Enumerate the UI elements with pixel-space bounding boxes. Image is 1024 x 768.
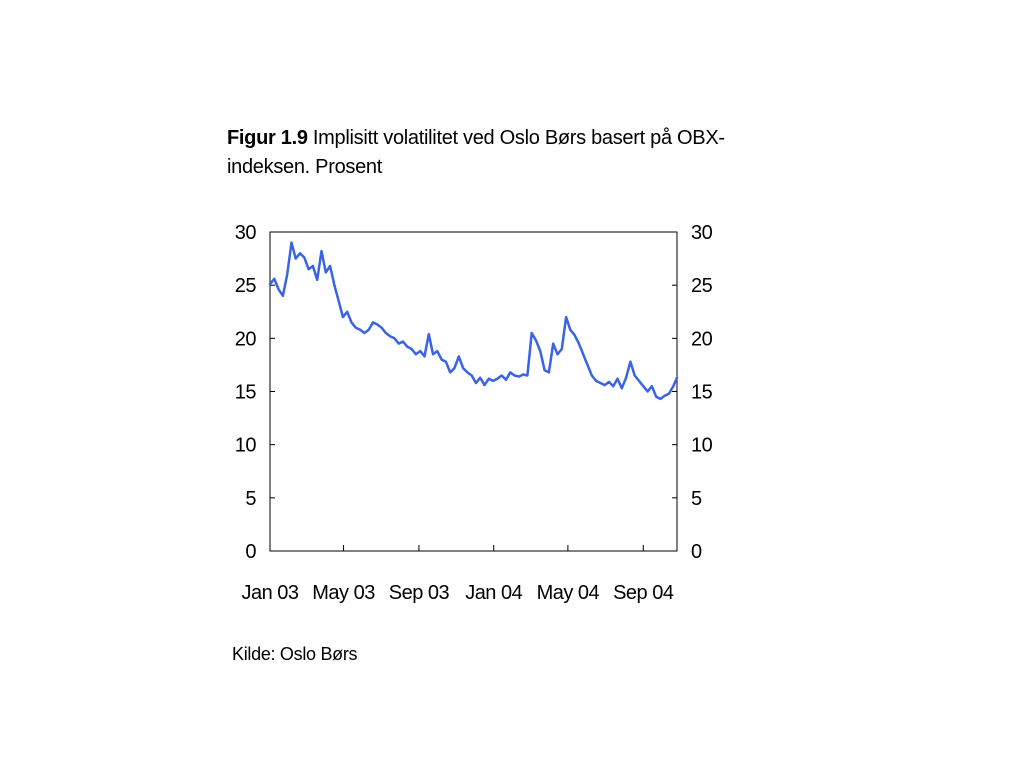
y-tick-label-left: 0 [245,541,256,563]
y-tick-label-left: 30 [235,222,257,244]
y-axis-right: 0 5 10 15 20 25 30 [672,222,713,563]
x-tick-label: May 04 [537,582,600,604]
x-axis: Jan 03 May 03 Sep 03 Jan 04 May 04 Sep 04 [241,545,674,604]
y-tick-label-right: 5 [691,488,702,510]
y-axis-left: 0 5 10 15 20 25 30 [235,222,275,563]
x-tick-label: Jan 03 [241,582,298,604]
y-tick-label-right: 0 [691,541,702,563]
source-note: Kilde: Oslo Børs [232,644,358,664]
y-tick-label-left: 5 [245,488,256,510]
y-tick-label-left: 10 [235,435,257,457]
y-tick-label-right: 10 [691,435,713,457]
x-tick-label: Sep 04 [613,582,674,604]
x-tick-label: Jan 04 [465,582,522,604]
figure-title: Implisitt volatilitet ved Oslo Børs base… [227,127,725,178]
y-tick-label-left: 20 [235,328,257,350]
y-tick-label-left: 15 [235,382,257,404]
y-tick-label-left: 25 [235,275,257,297]
plot-area [269,231,678,552]
y-tick-label-right: 20 [691,328,713,350]
figure-caption: Figur 1.9 Implisitt volatilitet ved Oslo… [227,124,747,182]
series-line [268,241,679,401]
y-tick-label-right: 30 [691,222,713,244]
figure-number: Figur 1.9 [227,127,308,149]
x-tick-label: May 03 [312,582,375,604]
x-tick-label: Sep 03 [389,582,450,604]
y-tick-label-right: 15 [691,382,713,404]
y-tick-label-right: 25 [691,275,713,297]
